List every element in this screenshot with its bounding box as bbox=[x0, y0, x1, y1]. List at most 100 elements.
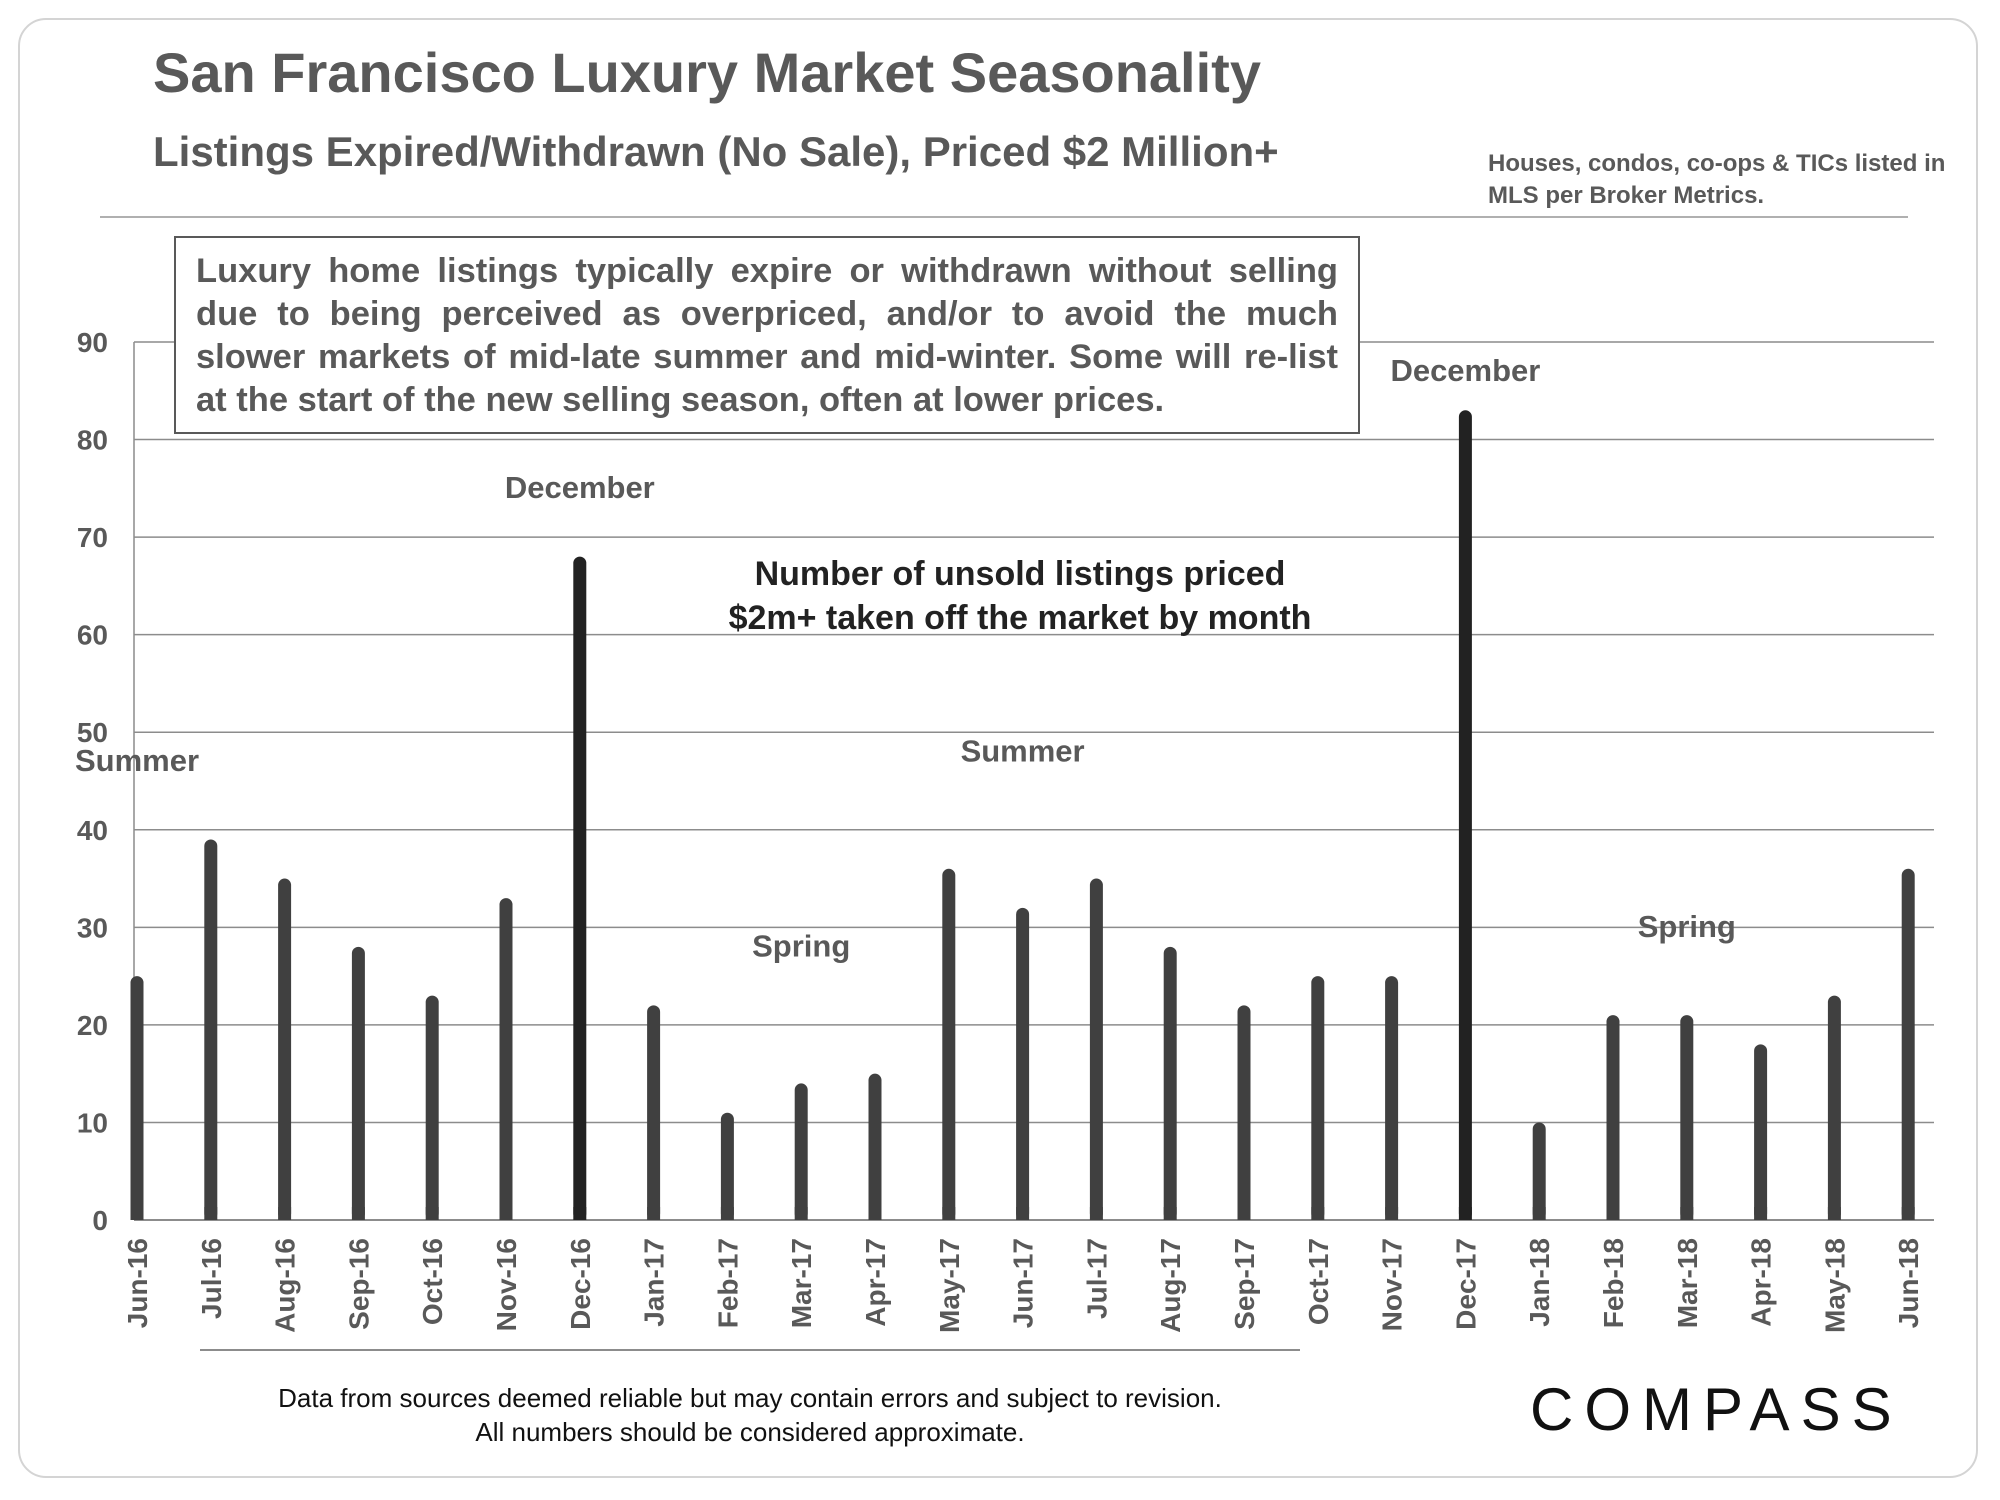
y-tick-label: 60 bbox=[77, 620, 108, 651]
bar bbox=[1606, 1015, 1620, 1220]
x-tick-label: Jan-17 bbox=[639, 1238, 670, 1327]
x-tick-label: Feb-18 bbox=[1598, 1238, 1629, 1328]
bar-base bbox=[1901, 1207, 1915, 1220]
bar bbox=[1901, 868, 1915, 1220]
bar-base bbox=[942, 1207, 956, 1220]
header-divider bbox=[100, 216, 1908, 218]
chart-annotation-line2: $2m+ taken off the market by month bbox=[728, 599, 1312, 637]
bar bbox=[573, 556, 587, 1220]
x-tick-label: Sep-17 bbox=[1229, 1238, 1260, 1330]
y-tick-label: 30 bbox=[77, 912, 108, 943]
bar-base bbox=[1606, 1207, 1620, 1220]
bar bbox=[1827, 995, 1841, 1220]
bar bbox=[499, 898, 513, 1220]
y-tick-label: 80 bbox=[77, 425, 108, 456]
y-tick-label: 0 bbox=[92, 1205, 108, 1236]
x-tick-label: Jul-17 bbox=[1081, 1238, 1112, 1319]
x-tick-label: Jan-18 bbox=[1524, 1238, 1555, 1327]
x-tick-label: Jun-16 bbox=[122, 1238, 153, 1328]
chart-annotation-line1: Number of unsold listings priced bbox=[754, 555, 1286, 593]
x-tick-label: Oct-16 bbox=[417, 1238, 448, 1325]
footnote-line1: Data from sources deemed reliable but ma… bbox=[278, 1383, 1222, 1413]
source-note: Houses, condos, co-ops & TICs listed in … bbox=[1488, 150, 1946, 209]
x-tick-label: Nov-17 bbox=[1377, 1238, 1408, 1331]
x-tick-label: Jun-18 bbox=[1893, 1238, 1924, 1328]
x-tick-label: Sep-16 bbox=[343, 1238, 374, 1330]
season-label: Summer bbox=[961, 733, 1085, 768]
bar bbox=[794, 1083, 808, 1220]
bar bbox=[1016, 907, 1030, 1220]
page-title: San Francisco Luxury Market Seasonality bbox=[153, 41, 1261, 104]
bar bbox=[1754, 1044, 1768, 1220]
page-subtitle: Listings Expired/Withdrawn (No Sale), Pr… bbox=[153, 128, 1279, 175]
y-tick-label: 20 bbox=[77, 1010, 108, 1041]
bar-base bbox=[1089, 1207, 1103, 1220]
axis-layer: 0 10 20 30 40 50 60 70 80 90 Jun-16 Jul-16 Aug-16 Sep… bbox=[77, 327, 1924, 1333]
bar-layer bbox=[130, 410, 1915, 1220]
annotation-layer: Summer December Spring Summer December Spring bbox=[75, 353, 1736, 964]
callout-box: Luxury home listings typically expire or… bbox=[174, 236, 1360, 434]
bar bbox=[204, 839, 218, 1220]
x-tick-label: Dec-17 bbox=[1450, 1238, 1481, 1330]
grid-layer bbox=[133, 341, 1934, 1351]
bar-base bbox=[794, 1207, 808, 1220]
bar-base bbox=[1680, 1207, 1694, 1220]
bar bbox=[1311, 976, 1325, 1220]
bar-base bbox=[204, 1207, 218, 1220]
bar bbox=[1163, 946, 1177, 1220]
footnote-line2: All numbers should be considered approxi… bbox=[475, 1417, 1025, 1447]
bar-base bbox=[130, 1207, 144, 1220]
bar-base bbox=[499, 1207, 513, 1220]
bar-base bbox=[425, 1207, 439, 1220]
x-tick-label: Apr-18 bbox=[1746, 1238, 1777, 1327]
x-tick-label: Oct-17 bbox=[1303, 1238, 1334, 1325]
bar-base bbox=[1458, 1207, 1472, 1220]
chart-annotation: Number of unsold listings priced $2m+ ta… bbox=[700, 552, 1340, 640]
x-tick-label: Dec-16 bbox=[565, 1238, 596, 1330]
y-tick-label: 90 bbox=[77, 327, 108, 358]
season-label: December bbox=[505, 470, 655, 505]
bar-base bbox=[351, 1207, 365, 1220]
x-tick-label: Mar-17 bbox=[786, 1238, 817, 1328]
bar-base bbox=[1827, 1207, 1841, 1220]
footnote: Data from sources deemed reliable but ma… bbox=[150, 1381, 1350, 1449]
bar bbox=[1089, 878, 1103, 1220]
bar bbox=[647, 1005, 661, 1220]
x-tick-label: May-17 bbox=[934, 1238, 965, 1333]
x-tick-label: Nov-16 bbox=[491, 1238, 522, 1331]
y-tick-label: 10 bbox=[77, 1107, 108, 1138]
bar bbox=[868, 1073, 882, 1220]
bar-base bbox=[1237, 1207, 1251, 1220]
bar bbox=[1385, 976, 1399, 1220]
bar bbox=[425, 995, 439, 1220]
season-label: December bbox=[1390, 353, 1540, 388]
bar bbox=[1237, 1005, 1251, 1220]
x-tick-label: Jun-17 bbox=[1008, 1238, 1039, 1328]
bar-base bbox=[647, 1207, 661, 1220]
season-label: Spring bbox=[752, 929, 850, 964]
y-tick-label: 70 bbox=[77, 522, 108, 553]
x-tick-label: May-18 bbox=[1819, 1238, 1850, 1333]
bar-base bbox=[573, 1207, 587, 1220]
x-tick-label: Mar-18 bbox=[1672, 1238, 1703, 1328]
x-tick-label: Apr-17 bbox=[860, 1238, 891, 1327]
season-label: Spring bbox=[1638, 909, 1736, 944]
bar bbox=[1458, 410, 1472, 1220]
bar bbox=[1680, 1015, 1694, 1220]
x-tick-label: Aug-16 bbox=[270, 1238, 301, 1333]
bar bbox=[720, 1112, 734, 1220]
bar-base bbox=[720, 1207, 734, 1220]
y-tick-label: 40 bbox=[77, 815, 108, 846]
bar bbox=[130, 976, 144, 1220]
x-tick-label: Aug-17 bbox=[1155, 1238, 1186, 1333]
bar-base bbox=[1311, 1207, 1325, 1220]
y-tick-label: 50 bbox=[77, 717, 108, 748]
season-label: Summer bbox=[75, 743, 199, 778]
bar-base bbox=[1016, 1207, 1030, 1220]
bar-base bbox=[1385, 1207, 1399, 1220]
bar-base bbox=[278, 1207, 292, 1220]
compass-logo: COMPASS bbox=[1530, 1376, 1903, 1443]
bar-base bbox=[1163, 1207, 1177, 1220]
bar-base bbox=[868, 1207, 882, 1220]
